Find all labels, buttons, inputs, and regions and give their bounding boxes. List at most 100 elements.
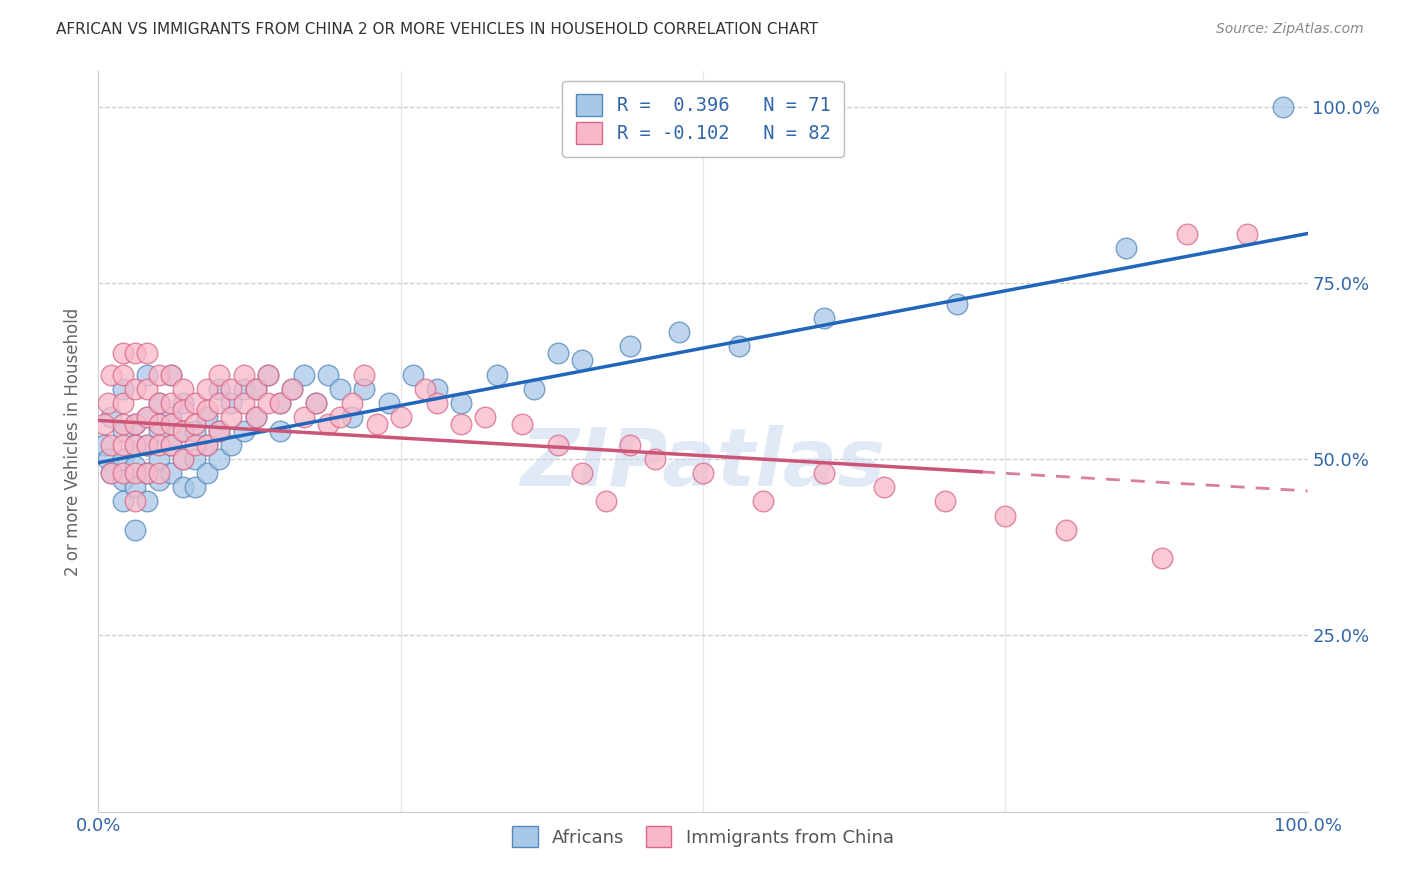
Point — [195, 402, 218, 417]
Point — [135, 409, 157, 424]
Point — [946, 297, 969, 311]
Point — [93, 417, 115, 431]
Point — [172, 424, 194, 438]
Point — [571, 467, 593, 481]
Point — [329, 409, 352, 424]
Point — [813, 311, 835, 326]
Point — [148, 438, 170, 452]
Point — [232, 424, 254, 438]
Point — [148, 396, 170, 410]
Point — [100, 409, 122, 424]
Point — [124, 459, 146, 474]
Point — [172, 396, 194, 410]
Legend: Africans, Immigrants from China: Africans, Immigrants from China — [505, 819, 901, 855]
Point — [148, 467, 170, 481]
Point — [208, 452, 231, 467]
Point — [124, 438, 146, 452]
Point — [305, 396, 328, 410]
Point — [160, 467, 183, 481]
Point — [97, 452, 120, 467]
Point — [619, 339, 641, 353]
Point — [547, 438, 569, 452]
Point — [1115, 241, 1137, 255]
Point — [124, 417, 146, 431]
Text: Source: ZipAtlas.com: Source: ZipAtlas.com — [1216, 22, 1364, 37]
Point — [111, 396, 134, 410]
Point — [172, 480, 194, 494]
Point — [813, 467, 835, 481]
Point — [100, 368, 122, 382]
Point — [208, 424, 231, 438]
Point — [208, 368, 231, 382]
Point — [111, 438, 134, 452]
Point — [195, 438, 218, 452]
Point — [100, 467, 122, 481]
Point — [595, 494, 617, 508]
Point — [148, 452, 170, 467]
Point — [195, 409, 218, 424]
Point — [1272, 100, 1295, 114]
Point — [148, 473, 170, 487]
Point — [547, 346, 569, 360]
Point — [256, 396, 278, 410]
Point — [245, 409, 267, 424]
Point — [305, 396, 328, 410]
Point — [281, 382, 304, 396]
Point — [148, 368, 170, 382]
Point — [135, 467, 157, 481]
Point — [316, 368, 339, 382]
Point — [111, 346, 134, 360]
Point — [208, 424, 231, 438]
Text: ZIPatlas: ZIPatlas — [520, 425, 886, 503]
Point — [195, 438, 218, 452]
Point — [292, 409, 315, 424]
Point — [1236, 227, 1258, 241]
Point — [135, 438, 157, 452]
Point — [619, 438, 641, 452]
Point — [342, 396, 364, 410]
Point — [160, 409, 183, 424]
Point — [172, 452, 194, 467]
Point — [160, 396, 183, 410]
Point — [269, 424, 291, 438]
Point — [402, 368, 425, 382]
Point — [692, 467, 714, 481]
Point — [208, 396, 231, 410]
Point — [172, 452, 194, 467]
Point — [316, 417, 339, 431]
Point — [160, 368, 183, 382]
Point — [93, 438, 115, 452]
Point — [342, 409, 364, 424]
Point — [124, 494, 146, 508]
Point — [184, 396, 207, 410]
Point — [124, 346, 146, 360]
Point — [256, 368, 278, 382]
Point — [450, 396, 472, 410]
Point — [510, 417, 533, 431]
Point — [934, 494, 956, 508]
Point — [135, 368, 157, 382]
Y-axis label: 2 or more Vehicles in Household: 2 or more Vehicles in Household — [65, 308, 83, 575]
Point — [426, 382, 449, 396]
Point — [135, 382, 157, 396]
Point — [1152, 550, 1174, 565]
Point — [135, 494, 157, 508]
Point — [124, 382, 146, 396]
Point — [644, 452, 666, 467]
Point — [111, 473, 134, 487]
Point — [256, 368, 278, 382]
Point — [195, 467, 218, 481]
Point — [160, 438, 183, 452]
Point — [184, 438, 207, 452]
Point — [111, 452, 134, 467]
Point — [111, 424, 134, 438]
Point — [184, 480, 207, 494]
Point — [389, 409, 412, 424]
Point — [269, 396, 291, 410]
Point — [148, 424, 170, 438]
Point — [232, 382, 254, 396]
Point — [124, 523, 146, 537]
Point — [148, 417, 170, 431]
Point — [221, 396, 243, 410]
Point — [135, 467, 157, 481]
